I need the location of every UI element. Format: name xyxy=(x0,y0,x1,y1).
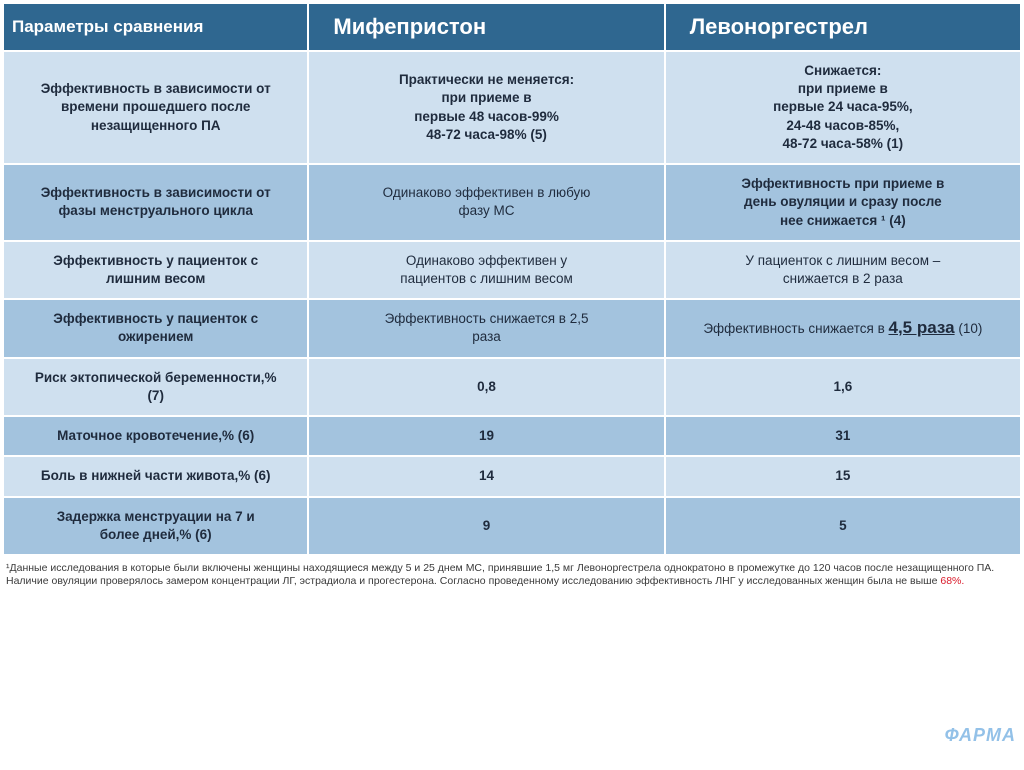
comparison-table: Параметры сравнения Мифепристон Левонорг… xyxy=(2,2,1022,556)
table-row: Эффективность в зависимости отвремени пр… xyxy=(3,51,1021,164)
col-b-cell: 5 xyxy=(665,497,1021,555)
col-b-cell: Эффективность снижается в 4,5 раза (10) xyxy=(665,299,1021,357)
param-cell: Эффективность у пациенток сожирением xyxy=(3,299,308,357)
header-col-a: Мифепристон xyxy=(308,3,664,51)
table-row: Эффективность в зависимости отфазы менст… xyxy=(3,164,1021,241)
col-b-cell: У пациенток с лишним весом –снижается в … xyxy=(665,241,1021,299)
param-cell: Маточное кровотечение,% (6) xyxy=(3,416,308,456)
table-row: Эффективность у пациенток слишним весомО… xyxy=(3,241,1021,299)
param-cell: Боль в нижней части живота,% (6) xyxy=(3,456,308,496)
col-b-cell: 15 xyxy=(665,456,1021,496)
col-a-cell: 14 xyxy=(308,456,664,496)
table-row: Маточное кровотечение,% (6)1931 xyxy=(3,416,1021,456)
col-a-cell: Одинаково эффективен упациентов с лишним… xyxy=(308,241,664,299)
table-row: Эффективность у пациенток сожирениемЭффе… xyxy=(3,299,1021,357)
col-a-cell: Практически не меняется:при приеме вперв… xyxy=(308,51,664,164)
footnote-highlight: 68%. xyxy=(940,575,964,587)
footnote-pre: ¹Данные исследования в которые были вклю… xyxy=(6,562,994,587)
table-row: Риск эктопической беременности,%(7)0,81,… xyxy=(3,358,1021,416)
col-b-cell: 1,6 xyxy=(665,358,1021,416)
footnote: ¹Данные исследования в которые были вклю… xyxy=(0,558,1010,588)
table-header-row: Параметры сравнения Мифепристон Левонорг… xyxy=(3,3,1021,51)
col-a-cell: 9 xyxy=(308,497,664,555)
param-cell: Эффективность в зависимости отфазы менст… xyxy=(3,164,308,241)
col-b-cell: Эффективность при приеме вдень овуляции … xyxy=(665,164,1021,241)
col-a-cell: Эффективность снижается в 2,5раза xyxy=(308,299,664,357)
col-b-cell: 31 xyxy=(665,416,1021,456)
table-row: Боль в нижней части живота,% (6)1415 xyxy=(3,456,1021,496)
col-a-cell: Одинаково эффективен в любуюфазу МС xyxy=(308,164,664,241)
table-row: Задержка менструации на 7 иболее дней,% … xyxy=(3,497,1021,555)
col-a-cell: 0,8 xyxy=(308,358,664,416)
param-cell: Эффективность в зависимости отвремени пр… xyxy=(3,51,308,164)
col-b-cell: Снижается:при приеме впервые 24 часа-95%… xyxy=(665,51,1021,164)
param-cell: Риск эктопической беременности,%(7) xyxy=(3,358,308,416)
param-cell: Эффективность у пациенток слишним весом xyxy=(3,241,308,299)
param-cell: Задержка менструации на 7 иболее дней,% … xyxy=(3,497,308,555)
header-param: Параметры сравнения xyxy=(3,3,308,51)
header-col-b: Левоноргестрел xyxy=(665,3,1021,51)
brand-logo: ФАРМА xyxy=(945,725,1016,746)
col-a-cell: 19 xyxy=(308,416,664,456)
